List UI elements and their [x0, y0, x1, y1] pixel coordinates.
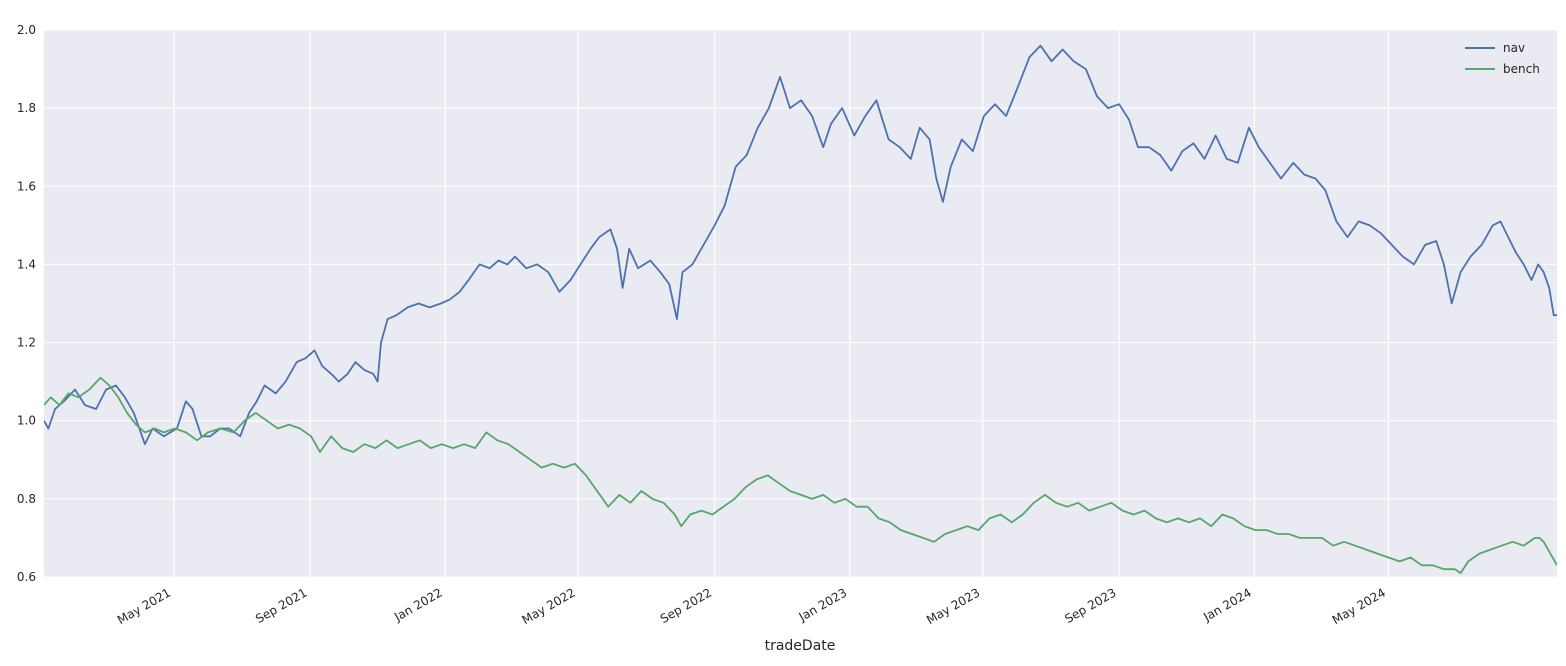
- x-tick-label: Sep 2023: [1062, 585, 1118, 626]
- legend-label-nav: nav: [1503, 41, 1525, 55]
- y-tick-label: 1.0: [17, 414, 36, 428]
- x-tick-label: Sep 2021: [253, 585, 309, 626]
- x-tick-label: Jan 2022: [391, 585, 445, 624]
- x-axis: May 2021 Sep 2021 Jan 2022 May 2022 Sep 2022…: [115, 585, 1388, 627]
- y-tick-label: 0.6: [17, 570, 36, 584]
- legend-label-bench: bench: [1503, 62, 1540, 76]
- series-line-bench: [44, 376, 1557, 574]
- series-lines: [44, 44, 1557, 574]
- y-tick-label: 1.2: [17, 336, 36, 350]
- y-tick-label: 0.8: [17, 492, 36, 506]
- x-tick-label: Jan 2023: [796, 585, 850, 624]
- y-tick-label: 2.0: [17, 23, 36, 37]
- y-tick-label: 1.8: [17, 101, 36, 115]
- x-tick-label: May 2024: [1330, 585, 1388, 627]
- y-tick-label: 1.6: [17, 179, 36, 193]
- legend: nav bench: [1465, 41, 1540, 76]
- series-line-nav: [44, 44, 1557, 446]
- x-tick-label: May 2023: [924, 585, 982, 627]
- x-tick-label: May 2022: [520, 585, 578, 627]
- y-tick-label: 1.4: [17, 257, 36, 271]
- x-axis-title: tradeDate: [765, 638, 836, 654]
- plot-background: [44, 30, 1557, 577]
- x-tick-label: Jan 2024: [1200, 585, 1254, 624]
- x-tick-label: May 2021: [115, 585, 173, 627]
- x-tick-label: Sep 2022: [658, 585, 714, 626]
- y-axis: 0.6 0.8 1.0 1.2 1.4 1.6 1.8 2.0: [17, 23, 36, 584]
- grid-lines: [44, 29, 1557, 578]
